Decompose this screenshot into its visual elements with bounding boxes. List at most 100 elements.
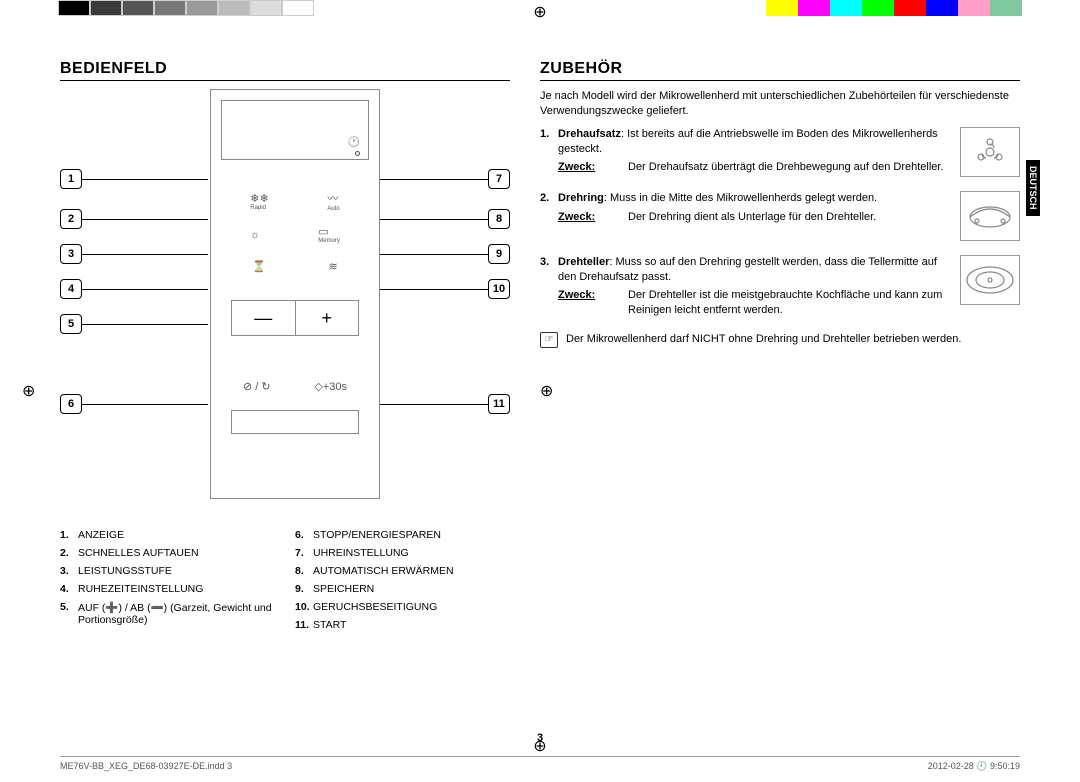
button-row-1: ❄❄Rapid 〰Auto <box>221 190 369 212</box>
callout-line <box>380 179 488 180</box>
legend-text: RUHEZEITEINSTELLUNG <box>78 583 203 595</box>
legend-number: 11. <box>295 619 313 631</box>
callout-number: 7 <box>488 169 510 189</box>
legend-number: 9. <box>295 583 313 595</box>
legend-number: 7. <box>295 547 313 559</box>
start-stop-row: ⊘ / ↻◇+30s <box>221 380 369 393</box>
callout-10: 10 <box>380 279 510 299</box>
legend-number: 4. <box>60 583 78 595</box>
legend-number: 10. <box>295 601 313 613</box>
page-content: BEDIENFELD 123456 7891011 🕐 ❄❄Rapid〰Auto… <box>60 60 1020 732</box>
legend-text: ANZEIGE <box>78 529 124 541</box>
zweck-text: Der Drehring dient als Unterlage für den… <box>628 210 876 225</box>
panel-button-icon: 〰Auto <box>327 190 339 212</box>
panel-button-icon: ⏳ <box>252 260 266 273</box>
color-swatch <box>830 0 862 16</box>
zweck-text: Der Drehaufsatz überträgt die Drehbewegu… <box>628 160 944 175</box>
zweck-row: Zweck:Der Drehring dient als Unterlage f… <box>558 210 952 225</box>
heading-zubehoer: ZUBEHÖR <box>540 60 1020 81</box>
color-swatch <box>154 0 186 16</box>
callout-number: 10 <box>488 279 510 299</box>
legend-number: 1. <box>60 529 78 541</box>
zweck-label: Zweck: <box>558 288 628 318</box>
callout-9: 9 <box>380 244 510 264</box>
registration-mark-left: ⊕ <box>22 381 35 401</box>
item-body: : Muss in die Mitte des Mikrowellenherds… <box>604 192 877 204</box>
legend-item: 9.SPEICHERN <box>295 583 510 595</box>
color-swatch <box>58 0 90 16</box>
language-tab: DEUTSCH <box>1026 160 1040 216</box>
zubehoer-intro: Je nach Modell wird der Mikrowellenherd … <box>540 89 1020 119</box>
heading-bedienfeld: BEDIENFELD <box>60 60 510 81</box>
panel-button-icon: ☼ <box>250 229 260 241</box>
note-icon: ☞ <box>540 332 558 348</box>
callout-number: 8 <box>488 209 510 229</box>
legend-number: 5. <box>60 601 78 626</box>
item-body: : Muss so auf den Drehring gestellt werd… <box>558 256 937 283</box>
legend-text: START <box>313 619 346 631</box>
legend-item: 5.AUF (➕) / AB (➖) (Garzeit, Gewicht und… <box>60 601 275 626</box>
zweck-row: Zweck:Der Drehteller ist die meistgebrau… <box>558 288 952 318</box>
callout-line <box>380 219 488 220</box>
legend-item: 7.UHREINSTELLUNG <box>295 547 510 559</box>
legend-item: 1.ANZEIGE <box>60 529 275 541</box>
color-swatch <box>798 0 830 16</box>
print-footer: ME76V-BB_XEG_DE68-03927E-DE.indd 3 2012-… <box>60 756 1020 772</box>
callout-11: 11 <box>380 394 510 414</box>
clock-icon: 🕐 <box>348 137 360 148</box>
legend-number: 3. <box>60 565 78 577</box>
color-swatch <box>90 0 122 16</box>
footer-timestamp: 2012-02-28 🕘 9:50:19 <box>928 761 1020 772</box>
color-swatch <box>282 0 314 16</box>
color-swatch <box>990 0 1022 16</box>
legend-text: UHREINSTELLUNG <box>313 547 409 559</box>
legend-col-right: 6.STOPP/ENERGIESPAREN7.UHREINSTELLUNG8.A… <box>295 529 510 637</box>
accessory-item: 2.Drehring: Muss in die Mitte des Mikrow… <box>540 191 1020 241</box>
warning-note: ☞ Der Mikrowellenherd darf NICHT ohne Dr… <box>540 332 1020 348</box>
callout-7: 7 <box>380 169 510 189</box>
legend-item: 4.RUHEZEITEINSTELLUNG <box>60 583 275 595</box>
legend-text: SCHNELLES AUFTAUEN <box>78 547 199 559</box>
legend-text: STOPP/ENERGIESPAREN <box>313 529 441 541</box>
legend-col-left: 1.ANZEIGE 2.SCHNELLES AUFTAUEN 3.LEISTUNGS… <box>60 529 275 637</box>
legend-number: 8. <box>295 565 313 577</box>
color-swatch <box>250 0 282 16</box>
plus-minus-pad: — + <box>231 300 359 336</box>
accessory-icon <box>960 127 1020 177</box>
legend-item: 3.LEISTUNGSSTUFE <box>60 565 275 577</box>
note-text: Der Mikrowellenherd darf NICHT ohne Dreh… <box>566 332 961 348</box>
callout-number: 11 <box>488 394 510 414</box>
legend-text: SPEICHERN <box>313 583 374 595</box>
color-swatch <box>894 0 926 16</box>
callout-line <box>380 289 488 290</box>
color-swatch <box>862 0 894 16</box>
zweck-text: Der Drehteller ist die meistgebrauchte K… <box>628 288 952 318</box>
minus-button: — <box>232 301 296 335</box>
callout-8: 8 <box>380 209 510 229</box>
accessory-icon <box>960 191 1020 241</box>
legend-item: 2.SCHNELLES AUFTAUEN <box>60 547 275 559</box>
registration-mark-top: ⊕ <box>533 2 546 22</box>
callout-number: 9 <box>488 244 510 264</box>
page-number: 3 <box>537 732 543 744</box>
color-swatch <box>122 0 154 16</box>
panel-button-icon: ≋ <box>329 260 338 273</box>
callout-line <box>380 404 488 405</box>
legend-item: 10.GERUCHSBESEITIGUNG <box>295 601 510 613</box>
color-swatch <box>186 0 218 16</box>
control-panel-diagram-area: 123456 7891011 🕐 ❄❄Rapid〰Auto ☼▭Memory ⏳… <box>60 89 510 519</box>
column-zubehoer: ZUBEHÖR Je nach Modell wird der Mikrowel… <box>540 60 1020 732</box>
legend-text: LEISTUNGSSTUFE <box>78 565 172 577</box>
zweck-label: Zweck: <box>558 210 628 225</box>
color-swatch <box>766 0 798 16</box>
zweck-label: Zweck: <box>558 160 628 175</box>
legend-text: AUTOMATISCH ERWÄRMEN <box>313 565 454 577</box>
legend-item: 6.STOPP/ENERGIESPAREN <box>295 529 510 541</box>
item-title: Drehteller <box>558 256 609 268</box>
accessory-item: 3.Drehteller: Muss so auf den Drehring g… <box>540 255 1020 318</box>
item-title: Drehaufsatz <box>558 128 621 140</box>
plus-button: + <box>296 301 359 335</box>
footer-filename: ME76V-BB_XEG_DE68-03927E-DE.indd 3 <box>60 761 232 772</box>
panel-button-icon: ❄❄Rapid <box>250 192 268 211</box>
color-swatch <box>218 0 250 16</box>
